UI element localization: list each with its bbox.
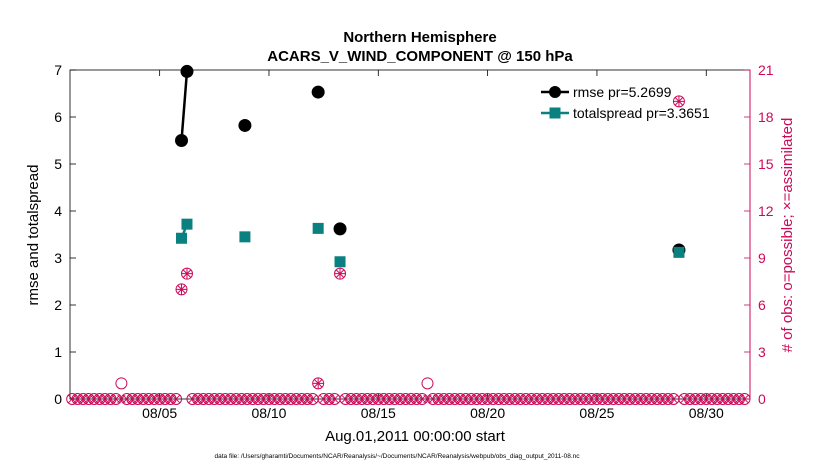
totalspread-point: [673, 246, 685, 258]
obs-assimilated-marker: [312, 377, 324, 389]
y-right-tick-label: 3: [758, 344, 766, 360]
y-right-tick-label: 15: [758, 156, 774, 172]
y-right-tick-label: 0: [758, 391, 766, 407]
legend-rmse-label: rmse pr=5.2699: [573, 84, 672, 100]
x-tick-label: 08/15: [361, 405, 396, 421]
y-axis-left-label: rmse and totalspread: [25, 165, 42, 306]
obs-assimilated-marker: [330, 394, 339, 404]
y-left-tick-label: 0: [54, 391, 62, 407]
obs-assimilated-marker: [308, 394, 317, 404]
obs-assimilated-marker: [740, 394, 749, 404]
y-axis-right-label: # of obs: o=possible; ×=assimilated: [779, 118, 796, 353]
obs-assimilated-marker: [334, 268, 346, 280]
x-tick-label: 08/25: [579, 405, 614, 421]
rmse-point: [238, 118, 252, 132]
y-left-tick-label: 7: [54, 62, 62, 78]
x-tick-label: 08/10: [251, 405, 286, 421]
obs-count-series: [66, 95, 751, 405]
totalspread-point: [334, 256, 346, 268]
y-right-tick-label: 6: [758, 297, 766, 313]
legend-spread-label: totalspread pr=3.3651: [573, 105, 710, 121]
legend-spread-marker: [549, 107, 561, 119]
x-tick-label: 08/30: [689, 405, 724, 421]
y-left-tick-label: 2: [54, 297, 62, 313]
obs-assimilated-marker: [176, 283, 188, 295]
data-file-footnote: data file: /Users/gharamti/Documents/NCA…: [215, 453, 581, 460]
y-left-tick-label: 1: [54, 344, 62, 360]
y-right-tick-label: 18: [758, 109, 774, 125]
obs-possible-marker: [115, 377, 128, 390]
rmse-point: [180, 64, 194, 78]
x-axis-label: Aug.01,2011 00:00:00 start: [325, 428, 506, 445]
obs-possible-marker: [170, 393, 183, 405]
obs-possible-marker: [421, 377, 434, 390]
rmse-line: [180, 71, 189, 141]
totalspread-point: [176, 232, 188, 244]
chart-title-line1: Northern Hemisphere: [343, 29, 496, 46]
obs-assimilated-marker: [669, 394, 678, 404]
rmse-point: [333, 222, 347, 236]
y-left-tick-label: 5: [54, 156, 62, 172]
y-right-tick-label: 12: [758, 203, 774, 219]
y-axis-right: 0 3 6 9 12 15 18 21: [744, 62, 774, 407]
y-right-tick-label: 9: [758, 250, 766, 266]
y-left-tick-label: 3: [54, 250, 62, 266]
y-axis-left: 0 1 2 3 4 5 6 7: [54, 62, 76, 407]
legend: rmse pr=5.2699 totalspread pr=3.3651: [541, 84, 710, 121]
y-left-tick-label: 6: [54, 109, 62, 125]
obs-assimilated-marker: [181, 268, 193, 280]
rmse-point: [175, 134, 189, 147]
y-left-tick-label: 4: [54, 203, 62, 219]
totalspread-point: [312, 222, 324, 234]
data-series: [175, 64, 686, 268]
totalspread-point: [181, 218, 193, 230]
y-right-tick-label: 21: [758, 62, 774, 78]
totalspread-point: [239, 231, 251, 243]
x-tick-label: 08/05: [142, 405, 177, 421]
x-tick-label: 08/20: [470, 405, 505, 421]
chart-title-line2: ACARS_V_WIND_COMPONENT @ 150 hPa: [267, 48, 573, 65]
obs-assimilated-marker: [171, 394, 181, 404]
rmse-point: [311, 85, 325, 99]
obs-assimilated-marker: [673, 95, 685, 107]
legend-rmse-marker: [549, 86, 561, 98]
obs-possible-marker: [738, 393, 751, 405]
